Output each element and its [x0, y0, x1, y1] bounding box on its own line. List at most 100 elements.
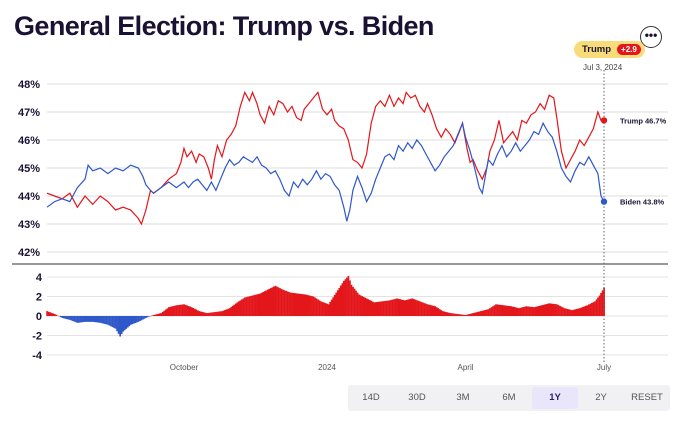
ellipsis-icon: •••: [644, 27, 658, 42]
spread-bar: [588, 304, 590, 316]
spread-bar: [228, 308, 231, 316]
spread-bar: [414, 299, 417, 316]
range-button-30d[interactable]: 30D: [408, 392, 426, 403]
spread-bar: [545, 304, 548, 316]
spread-bar: [241, 299, 243, 316]
spread-bar: [79, 316, 82, 323]
spread-bar: [536, 306, 538, 316]
spread-bar: [359, 295, 362, 316]
spread-bar: [426, 304, 429, 316]
spread-bar: [575, 308, 578, 316]
spread-bar: [551, 303, 554, 316]
spread-bar: [321, 301, 324, 316]
spread-bar: [291, 292, 293, 316]
spread-bar: [160, 313, 163, 316]
y-tick-label: -4: [32, 350, 43, 362]
range-selector: 14D 30D 3M 6M 1Y 2Y RESET: [348, 385, 670, 411]
spread-bar: [90, 316, 93, 322]
y-tick-label: 2: [36, 292, 42, 304]
spread-bar: [524, 306, 526, 316]
spread-bar: [598, 295, 601, 316]
hover-date-label: Jul 3, 2024: [583, 63, 623, 72]
spread-bar: [175, 305, 178, 316]
x-tick-label: October: [170, 363, 199, 372]
spread-bar: [434, 306, 437, 316]
spread-bar: [343, 280, 345, 316]
range-button-1y[interactable]: 1Y: [532, 387, 578, 409]
spread-bar: [557, 305, 560, 316]
spread-bar: [581, 307, 584, 316]
spread-bar: [233, 304, 236, 316]
spread-bar: [99, 316, 102, 323]
range-button-reset[interactable]: RESET: [631, 392, 663, 403]
spread-bar: [131, 316, 134, 325]
spread-bar: [409, 298, 412, 316]
spread-bar: [52, 313, 55, 316]
spread-bar: [589, 303, 592, 316]
spread-bar: [315, 298, 318, 316]
spread-bar: [487, 309, 490, 316]
spread-bar: [505, 305, 508, 316]
spread-bar: [597, 297, 599, 316]
polling-chart[interactable]: 42% 43% 44% 45% 46% 47% 48% 4 2 0 -2 -4 October 2024 A…: [0, 0, 679, 385]
spread-bar: [61, 316, 64, 318]
spread-bar: [539, 305, 542, 316]
spread-bar: [271, 287, 274, 316]
more-options-button[interactable]: •••: [640, 26, 662, 48]
spread-bar: [435, 307, 438, 316]
spread-bar: [413, 299, 415, 316]
spread-bar: [394, 298, 397, 316]
spread-bar: [448, 312, 450, 316]
spread-bar: [562, 307, 564, 316]
leader-badge: Trump +2.9: [574, 41, 645, 58]
spread-bar: [314, 297, 316, 316]
spread-bar: [518, 308, 520, 316]
spread-bar: [304, 294, 307, 316]
spread-bar: [329, 301, 332, 316]
range-button-2y[interactable]: 2Y: [595, 392, 607, 403]
spread-bar: [473, 312, 476, 316]
spread-bar: [177, 305, 179, 316]
spread-bar: [423, 303, 426, 316]
spread-bar: [114, 316, 117, 329]
spread-bar: [113, 316, 115, 328]
spread-bar: [393, 299, 395, 316]
range-button-3m[interactable]: 3M: [456, 392, 470, 403]
spread-bar: [111, 316, 114, 328]
spread-bar: [140, 316, 143, 321]
spread-bar: [187, 306, 190, 316]
spread-bar: [163, 310, 166, 316]
spread-bar: [568, 309, 570, 316]
spread-bar: [253, 295, 255, 316]
y-tick-label: 43%: [18, 219, 40, 231]
spread-bar: [492, 306, 494, 316]
spread-bar: [408, 299, 411, 316]
range-button-6m[interactable]: 6M: [502, 392, 516, 403]
spread-bar: [286, 291, 289, 316]
spread-bar: [333, 294, 336, 316]
end-point-trump: [600, 117, 608, 124]
spread-bar: [344, 279, 347, 316]
y-tick-label: 42%: [18, 247, 40, 259]
spread-bar: [97, 316, 100, 323]
spread-bar: [309, 295, 312, 316]
spread-bar: [402, 300, 405, 316]
spread-bar: [399, 299, 402, 316]
spread-bar: [78, 316, 80, 323]
spread-bar: [167, 307, 170, 316]
spread-bar: [522, 307, 525, 316]
spread-bar: [559, 305, 561, 316]
spread-bar: [405, 300, 408, 316]
spread-bar: [289, 292, 292, 316]
spread-bar: [352, 286, 354, 316]
spread-bar: [479, 311, 482, 316]
spread-bar: [145, 316, 147, 318]
range-button-14d[interactable]: 14D: [362, 392, 380, 403]
spread-bar: [455, 313, 458, 316]
spread-bar: [172, 306, 175, 316]
spread-bar: [215, 311, 217, 316]
spread-bar: [107, 316, 109, 325]
spread-bar: [378, 301, 380, 316]
spread-bar: [548, 303, 551, 316]
spread-bar: [514, 307, 517, 316]
